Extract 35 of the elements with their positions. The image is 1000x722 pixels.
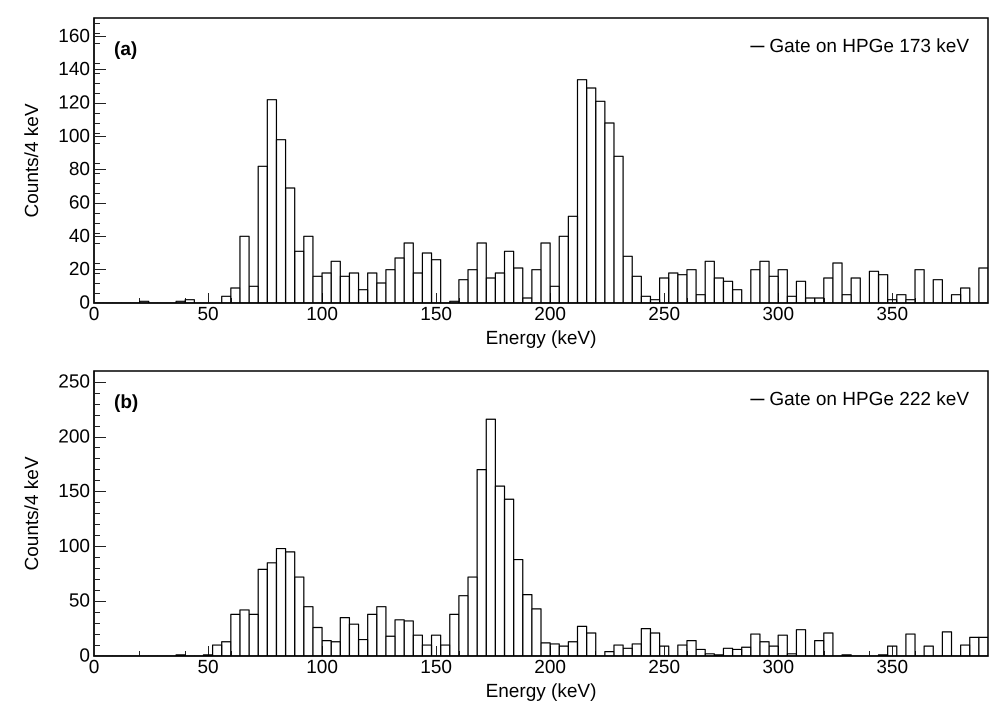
y-tick-label: 40: [68, 226, 90, 247]
x-tick-label: 300: [762, 657, 794, 678]
y-tick-label: 60: [68, 192, 90, 214]
y-tick-label: 100: [58, 536, 90, 557]
x-axis-title: Energy (keV): [486, 328, 596, 349]
x-tick-label: 50: [197, 657, 219, 678]
legend-label: Gate on HPGe 173 keV: [769, 36, 970, 57]
y-tick-label: 120: [58, 92, 90, 114]
legend-label: Gate on HPGe 222 keV: [769, 389, 970, 410]
y-tick-label: 140: [58, 59, 90, 80]
x-axis-title: Energy (keV): [486, 680, 596, 702]
x-tick-label: 250: [648, 657, 680, 678]
annotation: (a): [114, 39, 138, 60]
x-tick-label: 100: [306, 657, 338, 678]
x-tick-label: 300: [762, 304, 794, 325]
y-tick-label: 160: [58, 26, 90, 47]
x-tick-label: 350: [876, 304, 908, 325]
y-tick-label: 150: [58, 481, 90, 502]
y-axis-title: Counts/4 keV: [22, 103, 43, 218]
y-tick-label: 250: [58, 371, 90, 392]
y-tick-label: 80: [68, 159, 90, 180]
x-tick-label: 200: [534, 304, 566, 325]
x-tick-label: 50: [197, 304, 219, 325]
x-tick-label: 150: [420, 304, 452, 325]
y-axis-title: Counts/4 keV: [22, 456, 43, 571]
x-tick-label: 100: [306, 304, 338, 325]
y-tick-label: 20: [68, 259, 90, 280]
x-tick-label: 200: [534, 657, 566, 678]
x-tick-label: 250: [648, 304, 680, 325]
y-tick-label: 200: [58, 426, 90, 448]
y-tick-label: 100: [58, 126, 90, 147]
x-tick-label: 350: [876, 657, 908, 678]
y-tick-label: 50: [68, 590, 90, 612]
annotation: (b): [114, 392, 138, 413]
x-tick-label: 150: [420, 657, 452, 678]
